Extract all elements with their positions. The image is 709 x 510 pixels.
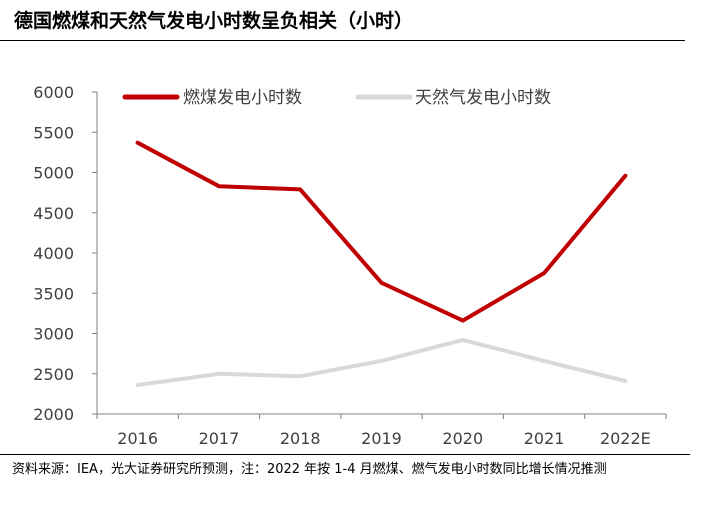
x-tick-label: 2018 [280,429,321,448]
y-tick-label: 3000 [33,325,74,344]
footer-divider [0,454,690,455]
y-tick-label: 6000 [33,83,74,102]
chart-axes [92,91,667,419]
y-tick-label: 5500 [33,123,74,142]
y-tick-label: 2000 [33,405,74,424]
y-axis-tick-labels: 2000 2500 3000 3500 4000 4500 5000 5500 6000 [33,83,74,424]
x-tick-label: 2021 [524,429,565,448]
x-tick-label: 2016 [117,429,158,448]
y-tick-label: 2500 [33,365,74,384]
coal-hours-line [135,140,628,323]
x-tick-label: 2019 [361,429,402,448]
x-axis-tick-labels: 2016 2017 2018 2019 2020 2021 2022E [117,429,650,448]
legend-gas-label: 天然气发电小时数 [415,88,551,108]
legend: 燃煤发电小时数 天然气发电小时数 [122,88,551,108]
y-tick-label: 4000 [33,244,74,263]
gas-hours-line [135,337,628,387]
y-tick-label: 5000 [33,164,74,183]
legend-coal-label: 燃煤发电小时数 [183,88,302,108]
x-tick-label: 2020 [442,429,483,448]
title-divider [0,40,685,41]
x-tick-label: 2017 [199,429,240,448]
source-note: 资料来源：IEA，光大证券研究所预测，注：2022 年按 1-4 月燃煤、燃气发… [12,462,607,477]
series-lines [135,140,628,387]
y-tick-label: 3500 [33,284,74,303]
chart-title: 德国燃煤和天然气发电小时数呈负相关（小时） [14,10,414,32]
y-tick-label: 4500 [33,204,74,223]
x-tick-label: 2022E [600,429,651,448]
